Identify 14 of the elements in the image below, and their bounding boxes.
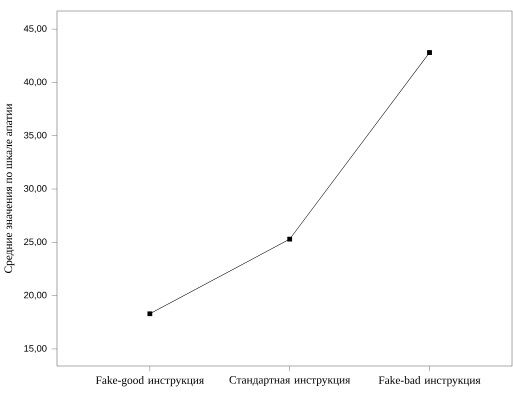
point bbox=[427, 50, 432, 55]
y-tick-label: 25,00 bbox=[24, 238, 47, 246]
point bbox=[147, 311, 152, 316]
x-tick-label: Стандартная инструкция bbox=[230, 376, 350, 386]
x-tick-label: Fake-good инструкция bbox=[96, 376, 204, 386]
y-tick-label: 15,00 bbox=[24, 345, 47, 353]
y-axis-title: Средние значения по шкале апатии bbox=[4, 104, 14, 273]
point bbox=[287, 236, 292, 242]
y-tick-label: 45,00 bbox=[24, 25, 47, 33]
y-tick-label: 35,00 bbox=[24, 132, 47, 140]
x-tick-label: Fake-bad инструкция bbox=[378, 376, 480, 386]
y-tick-label: 20,00 bbox=[24, 292, 47, 300]
y-tick-label: 30,00 bbox=[24, 185, 47, 193]
y-tick-label: 40,00 bbox=[24, 78, 47, 86]
